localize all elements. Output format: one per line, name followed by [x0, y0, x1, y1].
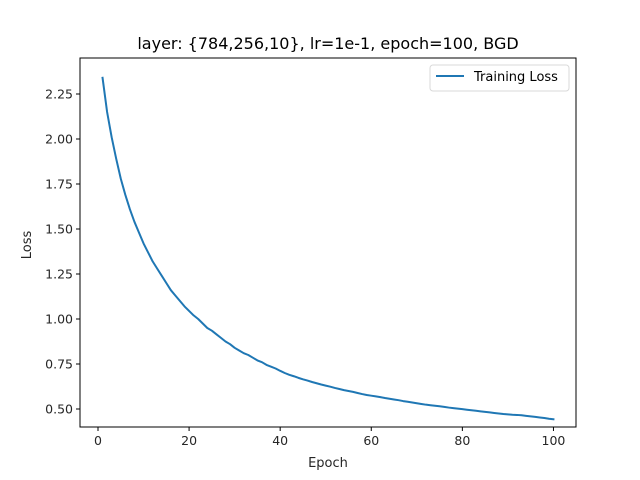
y-axis-ticks: 0.50 0.75 1.00 1.25 1.50 1.75 2.00 2.25 — [45, 87, 80, 417]
axes-frame — [79, 57, 577, 428]
x-tick-label: 0 — [94, 433, 102, 448]
y-tick-label: 1.00 — [45, 312, 73, 327]
series-line-training-loss — [101, 76, 555, 421]
x-tick-label: 100 — [542, 433, 566, 448]
legend-box — [429, 64, 570, 92]
y-tick-label: 1.25 — [45, 267, 73, 282]
x-tick-label: 60 — [363, 433, 379, 448]
x-tick-label: 40 — [272, 433, 288, 448]
x-axis-label: Epoch — [308, 456, 348, 471]
y-tick-label: 1.50 — [45, 222, 73, 237]
x-axis-ticks: 0 20 40 60 80 100 — [94, 427, 565, 448]
x-tick-label: 80 — [454, 433, 470, 448]
y-tick-label: 1.75 — [45, 177, 73, 192]
plot-area — [79, 57, 577, 428]
y-tick-label: 2.25 — [45, 87, 73, 102]
y-tick-label: 0.75 — [45, 357, 73, 372]
y-tick-label: 0.50 — [45, 402, 73, 417]
y-tick-label: 2.00 — [45, 132, 73, 147]
x-tick-label: 20 — [181, 433, 197, 448]
legend-label-training-loss: Training Loss — [473, 70, 558, 85]
series-layer — [101, 76, 555, 421]
legend: Training Loss — [429, 64, 570, 92]
chart-title: layer: {784,256,10}, lr=1e-1, epoch=100,… — [137, 34, 518, 53]
y-axis-label: Loss — [20, 231, 35, 260]
